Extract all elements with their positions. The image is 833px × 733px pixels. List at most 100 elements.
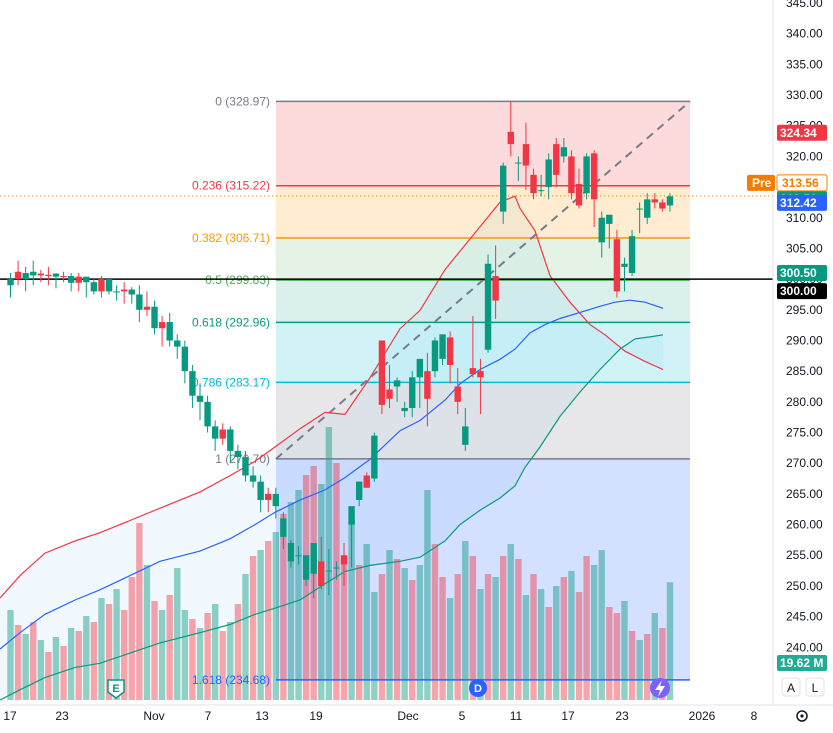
volume-bar (431, 544, 439, 700)
volume-bar (151, 601, 158, 700)
candle-body (37, 273, 45, 276)
volume-bar (560, 577, 568, 700)
candle-body (590, 153, 598, 200)
candle-body (613, 239, 621, 292)
candle-body (219, 429, 226, 439)
volume-bar (401, 568, 408, 700)
candle-body (7, 279, 14, 286)
log-scale-label: L (812, 681, 819, 695)
price-badge-label: 19.62 M (780, 656, 823, 670)
lightning-glyph (655, 680, 665, 697)
candle-body (227, 429, 234, 451)
price-badge (777, 283, 827, 300)
candle-body (128, 289, 135, 295)
candle-body (249, 475, 257, 482)
candle-body (644, 199, 651, 218)
candle-body (113, 291, 120, 293)
x-tick-label: 23 (55, 709, 69, 723)
candle-body (280, 518, 287, 537)
candle-body (553, 144, 560, 175)
volume-bar (507, 544, 514, 700)
fib-level-label: 1.618 (234.68) (192, 673, 270, 687)
volume-bar (530, 574, 537, 700)
candle-body (143, 306, 151, 310)
volume-bar (644, 634, 651, 700)
volume-bar (598, 550, 605, 700)
candle-body (537, 190, 545, 192)
candle-body (242, 457, 249, 476)
y-tick-label: 240.00 (786, 640, 823, 654)
candle-body (75, 276, 82, 283)
volume-bar (378, 574, 386, 700)
marker-label: D (474, 683, 482, 695)
volume-bar (348, 520, 355, 700)
candle-body (469, 368, 477, 375)
candle-body (158, 322, 166, 329)
volume-bar (469, 556, 477, 700)
candle-body (431, 340, 439, 372)
volume-bar (409, 580, 416, 700)
candle-body (363, 475, 370, 488)
candle-body (257, 481, 264, 501)
volume-bar (371, 592, 378, 700)
volume-bar (393, 559, 401, 700)
candle-body (136, 294, 143, 310)
volume-bar (636, 640, 643, 700)
volume-bar (553, 586, 560, 700)
candle-body (636, 208, 643, 210)
volume-bar (477, 589, 484, 700)
pre-market-value-box (776, 174, 828, 192)
volume-bar (583, 556, 590, 700)
volume-bar (14, 625, 22, 700)
volume-bar (234, 604, 242, 700)
volume-bar (105, 604, 113, 700)
x-tick-label: 17 (3, 709, 17, 723)
candle-body (560, 147, 568, 157)
price-badge-label: 324.34 (780, 126, 817, 140)
y-tick-label: 255.00 (786, 548, 823, 562)
settings-gear-icon[interactable] (796, 710, 808, 722)
volume-bar (537, 589, 545, 700)
candle-body (22, 272, 29, 280)
candle-body (14, 271, 22, 280)
volume-bar (606, 607, 613, 700)
volume-bar (545, 607, 552, 700)
volume-bar (7, 610, 14, 700)
volume-bar (219, 631, 226, 700)
x-tick-label: 13 (255, 709, 269, 723)
candle-body (507, 131, 514, 145)
volume-bar (568, 571, 575, 700)
candle-body (439, 334, 446, 359)
candle-body (568, 156, 575, 194)
log-scale-button[interactable] (805, 677, 825, 697)
volume-bar (492, 577, 499, 700)
candle-body (446, 337, 454, 366)
earnings-marker-icon[interactable] (107, 679, 125, 699)
volume-bar (318, 484, 325, 700)
volume-bar (302, 475, 310, 700)
volume-bar (30, 622, 37, 700)
candle-body (515, 162, 522, 164)
candle-body (60, 276, 67, 278)
candle-body (666, 196, 674, 206)
price-badge (777, 265, 827, 282)
volume-bar (500, 556, 507, 700)
candle-body (333, 567, 340, 569)
y-tick-label: 340.00 (786, 27, 823, 41)
dividend-marker-icon[interactable] (469, 679, 487, 697)
candle-body (462, 426, 469, 445)
fib-zone (276, 458, 690, 680)
fib-zone (276, 382, 690, 459)
candle-body (83, 276, 90, 283)
volume-bar (424, 490, 431, 700)
volume-bar (621, 601, 628, 700)
marker-label: E (112, 683, 119, 695)
volume-bar (280, 514, 287, 700)
candle-body (151, 306, 158, 329)
auto-scale-button[interactable] (781, 677, 801, 697)
candle-body (98, 279, 105, 292)
volume-bar (249, 556, 257, 700)
candle-body (628, 236, 636, 273)
